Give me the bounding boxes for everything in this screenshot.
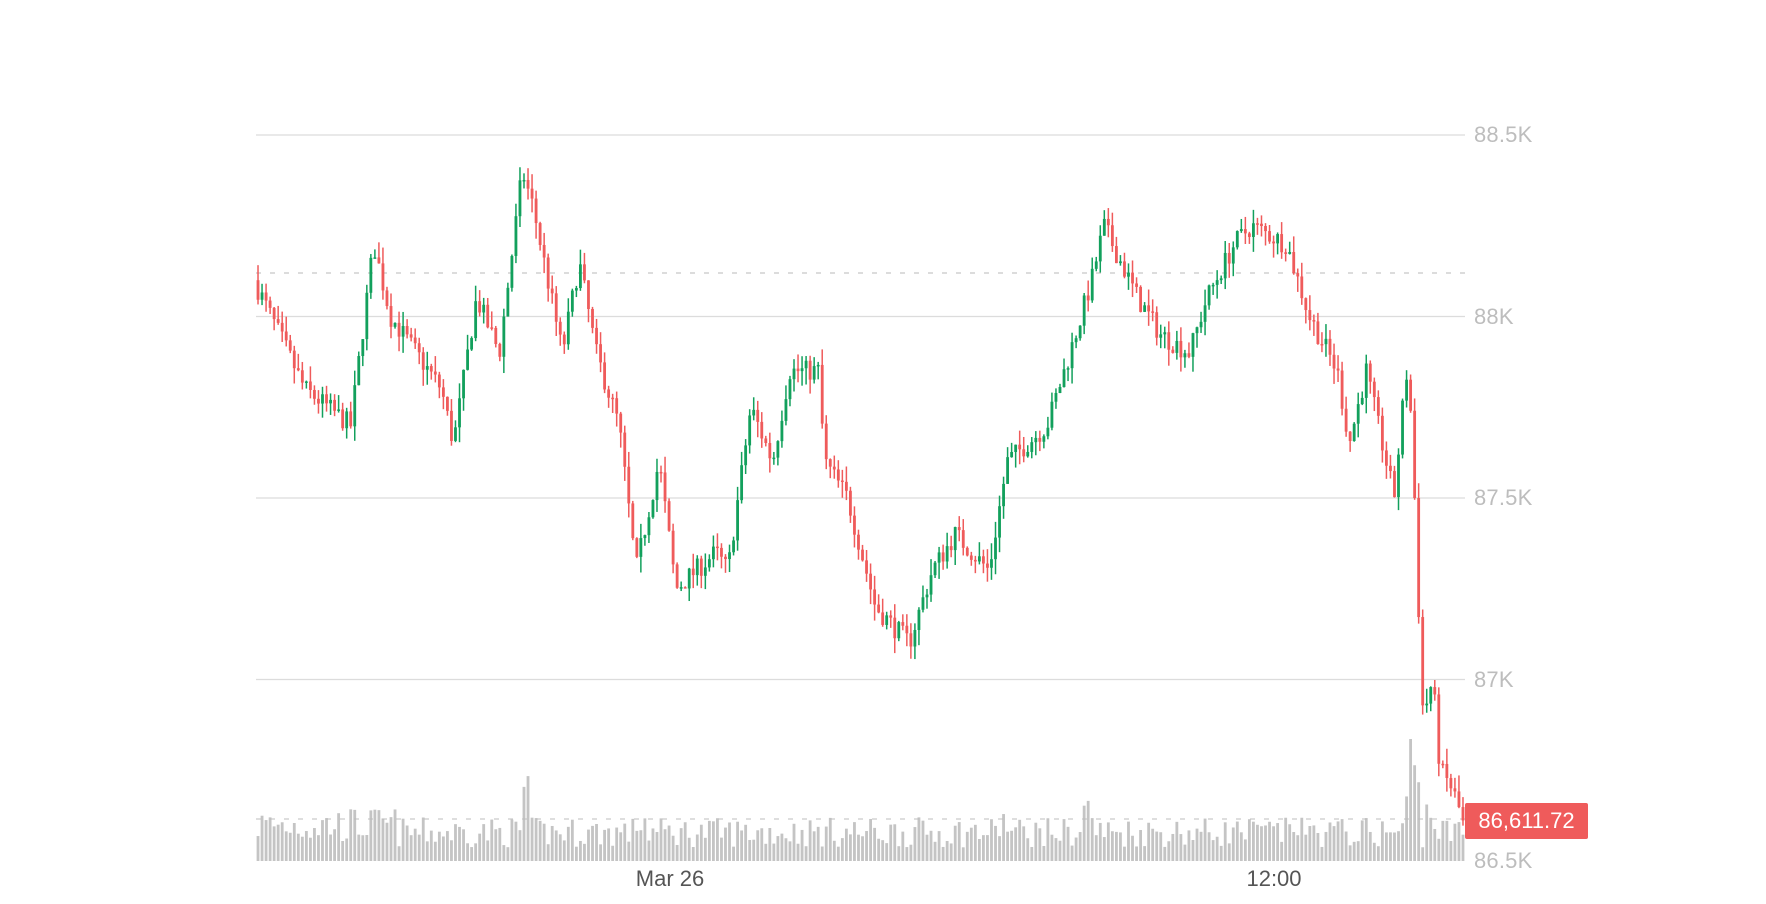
y-axis-label-88000: 88K	[1474, 304, 1514, 329]
y-axis-label-88500: 88.5K	[1474, 122, 1533, 147]
y-axis-label-87500: 87.5K	[1474, 485, 1533, 510]
gridlines	[256, 134, 1465, 681]
x-axis-label-12-00: 12:00	[1246, 866, 1302, 891]
y-axis-label-87000: 87K	[1474, 667, 1514, 692]
last-price-tag: 86,611.72	[1465, 803, 1588, 839]
x-axis-label-mar-26: Mar 26	[635, 866, 705, 891]
y-axis-label-86500: 86.5K	[1474, 848, 1533, 873]
price-candles	[256, 167, 1465, 826]
volume-bars	[256, 739, 1465, 861]
